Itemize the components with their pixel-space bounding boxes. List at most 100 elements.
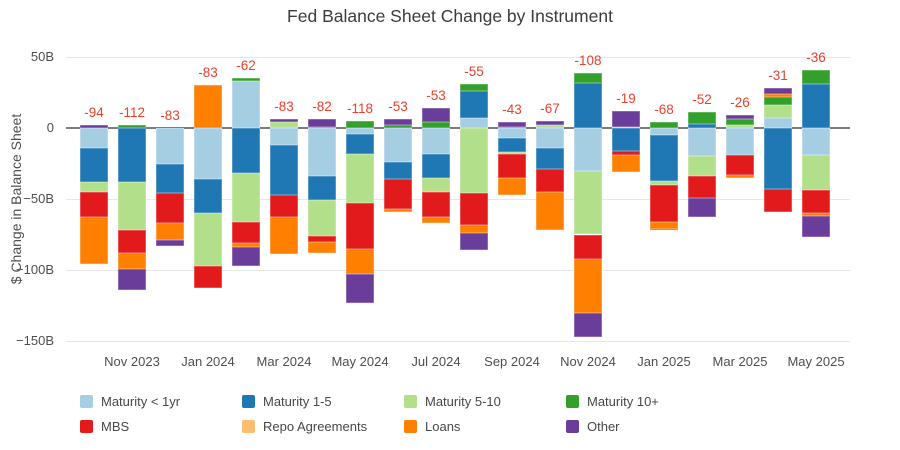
bar-nov-2024-lt1[interactable] <box>574 128 602 171</box>
bar-jul-2024-b15[interactable] <box>422 153 450 178</box>
bar-sep-2024-mbs[interactable] <box>498 153 526 178</box>
bar-dec-2023-loans[interactable] <box>156 223 184 241</box>
bar-sep-2024-b15[interactable] <box>498 137 526 153</box>
bar-feb-2024-mbs[interactable] <box>232 221 260 244</box>
bar-dec-2023-other[interactable] <box>156 240 184 246</box>
legend-item-loans[interactable]: Loans <box>404 416 460 436</box>
bar-jan-2024-mbs[interactable] <box>194 265 222 289</box>
bar-jul-2024-g10[interactable] <box>422 122 450 128</box>
bar-mar-2024-other[interactable] <box>270 119 298 123</box>
bar-apr-2025-mbs[interactable] <box>764 189 792 212</box>
bar-may-2025-b15[interactable] <box>802 83 830 128</box>
bar-jun-2024-other[interactable] <box>384 119 412 126</box>
bar-mar-2025-g510[interactable] <box>726 125 754 128</box>
bar-nov-2023-g510[interactable] <box>118 181 146 231</box>
bar-jul-2024-g510[interactable] <box>422 177 450 192</box>
bar-may-2024-b15[interactable] <box>346 133 374 154</box>
bar-jun-2024-lt1[interactable] <box>384 128 412 163</box>
bar-feb-2024-loans[interactable] <box>232 243 260 248</box>
bar-mar-2024-lt1[interactable] <box>270 128 298 146</box>
bar-jun-2024-g10[interactable] <box>384 125 412 128</box>
bar-jul-2024-lt1[interactable] <box>422 128 450 154</box>
legend-item-other[interactable]: Other <box>566 416 620 436</box>
bar-feb-2025-g510[interactable] <box>688 156 716 177</box>
bar-feb-2025-mbs[interactable] <box>688 176 716 198</box>
bar-feb-2025-other[interactable] <box>688 197 716 218</box>
bar-sep-2024-g510[interactable] <box>498 152 526 154</box>
bar-dec-2023-mbs[interactable] <box>156 193 184 224</box>
bar-nov-2024-g510[interactable] <box>574 170 602 235</box>
bar-nov-2024-loans[interactable] <box>574 258 602 313</box>
bar-mar-2024-loans[interactable] <box>270 217 298 255</box>
bar-feb-2025-b15[interactable] <box>688 123 716 128</box>
bar-dec-2024-g510[interactable] <box>612 126 640 128</box>
bar-dec-2024-loans[interactable] <box>612 154 640 172</box>
bar-apr-2025-lt1[interactable] <box>764 118 792 128</box>
bar-apr-2025-g10[interactable] <box>764 96 792 106</box>
bar-mar-2025-g10[interactable] <box>726 119 754 126</box>
bar-aug-2024-g10[interactable] <box>460 83 488 92</box>
bar-nov-2024-g10[interactable] <box>574 72 602 83</box>
bar-may-2025-loans[interactable] <box>802 213 830 217</box>
bar-oct-2023-g510[interactable] <box>80 181 108 192</box>
bar-may-2024-other[interactable] <box>346 274 374 303</box>
bar-dec-2024-b15[interactable] <box>612 128 640 151</box>
bar-dec-2023-b15[interactable] <box>156 163 184 194</box>
bar-may-2024-g10[interactable] <box>346 120 374 128</box>
bar-oct-2024-lt1[interactable] <box>536 128 564 148</box>
bar-mar-2024-mbs[interactable] <box>270 194 298 218</box>
bar-jan-2025-b15[interactable] <box>650 135 678 181</box>
bar-may-2025-lt1[interactable] <box>802 128 830 155</box>
bar-feb-2024-b15[interactable] <box>232 128 260 174</box>
bar-jan-2025-lt1[interactable] <box>650 128 678 136</box>
bar-aug-2024-lt1[interactable] <box>460 118 488 128</box>
bar-jan-2024-g510[interactable] <box>194 213 222 266</box>
legend-item-lt1[interactable]: Maturity < 1yr <box>80 391 180 411</box>
bar-may-2024-mbs[interactable] <box>346 203 374 249</box>
bar-jan-2025-other[interactable] <box>650 228 678 231</box>
bar-jan-2025-g10[interactable] <box>650 122 678 128</box>
bar-oct-2023-mbs[interactable] <box>80 191 108 218</box>
bar-jul-2024-mbs[interactable] <box>422 191 450 218</box>
legend-item-repo[interactable]: Repo Agreements <box>242 416 367 436</box>
legend-item-g510[interactable]: Maturity 5-10 <box>404 391 501 411</box>
bar-feb-2025-lt1[interactable] <box>688 128 716 157</box>
bar-dec-2023-lt1[interactable] <box>156 128 184 164</box>
bar-sep-2024-lt1[interactable] <box>498 128 526 138</box>
bar-apr-2024-loans[interactable] <box>308 241 336 253</box>
bar-feb-2024-g10[interactable] <box>232 78 260 82</box>
bar-jul-2024-loans[interactable] <box>422 217 450 224</box>
bar-oct-2024-mbs[interactable] <box>536 169 564 192</box>
bar-sep-2024-g10[interactable] <box>498 126 526 128</box>
bar-apr-2024-other[interactable] <box>308 119 336 127</box>
bar-feb-2025-g10[interactable] <box>688 112 716 124</box>
bar-mar-2025-loans[interactable] <box>726 174 754 178</box>
bar-aug-2024-mbs[interactable] <box>460 193 488 225</box>
bar-nov-2024-mbs[interactable] <box>574 234 602 259</box>
bar-oct-2024-other[interactable] <box>536 120 564 126</box>
bar-nov-2023-b15[interactable] <box>118 128 146 182</box>
bar-aug-2024-loans[interactable] <box>460 224 488 234</box>
bar-jan-2024-b15[interactable] <box>194 179 222 214</box>
bar-nov-2024-b15[interactable] <box>574 82 602 128</box>
bar-oct-2024-b15[interactable] <box>536 147 564 170</box>
bar-feb-2024-lt1[interactable] <box>232 81 260 128</box>
legend-item-mbs[interactable]: MBS <box>80 416 129 436</box>
bar-oct-2023-lt1[interactable] <box>80 128 108 148</box>
bar-apr-2025-loans[interactable] <box>764 93 792 97</box>
bar-apr-2024-g10[interactable] <box>308 126 336 128</box>
bar-mar-2025-lt1[interactable] <box>726 128 754 155</box>
bar-apr-2024-lt1[interactable] <box>308 128 336 177</box>
bar-nov-2023-other[interactable] <box>118 268 146 290</box>
bar-oct-2023-b15[interactable] <box>80 147 108 182</box>
bar-jan-2024-lt1[interactable] <box>194 128 222 180</box>
bar-apr-2024-b15[interactable] <box>308 176 336 201</box>
bar-mar-2025-mbs[interactable] <box>726 154 754 175</box>
bar-may-2024-loans[interactable] <box>346 248 374 275</box>
legend-item-b15[interactable]: Maturity 1-5 <box>242 391 332 411</box>
bar-apr-2025-g510[interactable] <box>764 105 792 119</box>
bar-feb-2024-g510[interactable] <box>232 173 260 222</box>
bar-apr-2024-g510[interactable] <box>308 200 336 236</box>
bar-aug-2024-b15[interactable] <box>460 91 488 119</box>
bar-apr-2025-b15[interactable] <box>764 128 792 190</box>
